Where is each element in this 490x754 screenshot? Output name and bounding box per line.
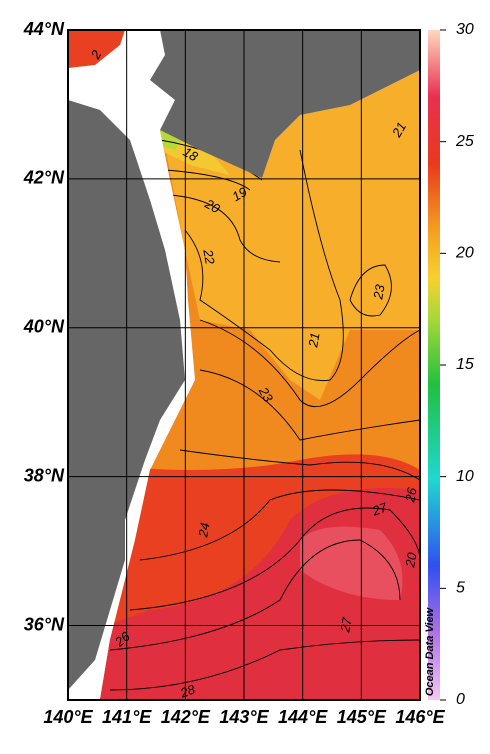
contour-label: 21 bbox=[388, 119, 409, 140]
y-tick-label: 40°N bbox=[23, 317, 65, 337]
x-tick-label: 140°E bbox=[43, 707, 93, 727]
y-tick-label: 44°N bbox=[23, 19, 65, 39]
colorbar-label: 10 bbox=[456, 468, 474, 485]
map-area bbox=[68, 30, 420, 700]
colorbar-label: 5 bbox=[456, 580, 465, 597]
x-tick-label: 143°E bbox=[219, 707, 269, 727]
colorbar-label: 0 bbox=[456, 691, 465, 708]
contour-label: 27 bbox=[369, 499, 389, 519]
contour-label: 28 bbox=[177, 681, 197, 701]
contour-label: 26 bbox=[402, 486, 420, 505]
colorbar-label: 30 bbox=[456, 21, 474, 38]
x-tick-label: 144°E bbox=[278, 707, 328, 727]
credit: Ocean Data View bbox=[424, 606, 436, 696]
x-tick-label: 145°E bbox=[337, 707, 387, 727]
contour-label: 22 bbox=[200, 247, 218, 266]
contour-label: 20 bbox=[202, 195, 224, 216]
colorbar bbox=[428, 30, 440, 700]
contour-label: 19 bbox=[229, 184, 249, 204]
contour-label: 20 bbox=[402, 551, 420, 570]
contour-label: 21 bbox=[305, 331, 322, 349]
contour-label: 23 bbox=[255, 384, 276, 406]
contour-label: 24 bbox=[195, 521, 212, 539]
x-tick-label: 146°E bbox=[395, 707, 445, 727]
contour-label: 23 bbox=[370, 283, 388, 302]
colorbar-label: 20 bbox=[455, 245, 474, 262]
colorbar-label: 15 bbox=[456, 356, 474, 373]
colorbar-label: 25 bbox=[455, 133, 474, 150]
y-tick-label: 38°N bbox=[24, 465, 65, 485]
contour-label: 27 bbox=[337, 616, 355, 635]
x-tick-label: 142°E bbox=[161, 707, 211, 727]
y-tick-label: 36°N bbox=[24, 614, 65, 634]
x-tick-label: 141°E bbox=[102, 707, 152, 727]
y-tick-label: 42°N bbox=[23, 168, 65, 188]
